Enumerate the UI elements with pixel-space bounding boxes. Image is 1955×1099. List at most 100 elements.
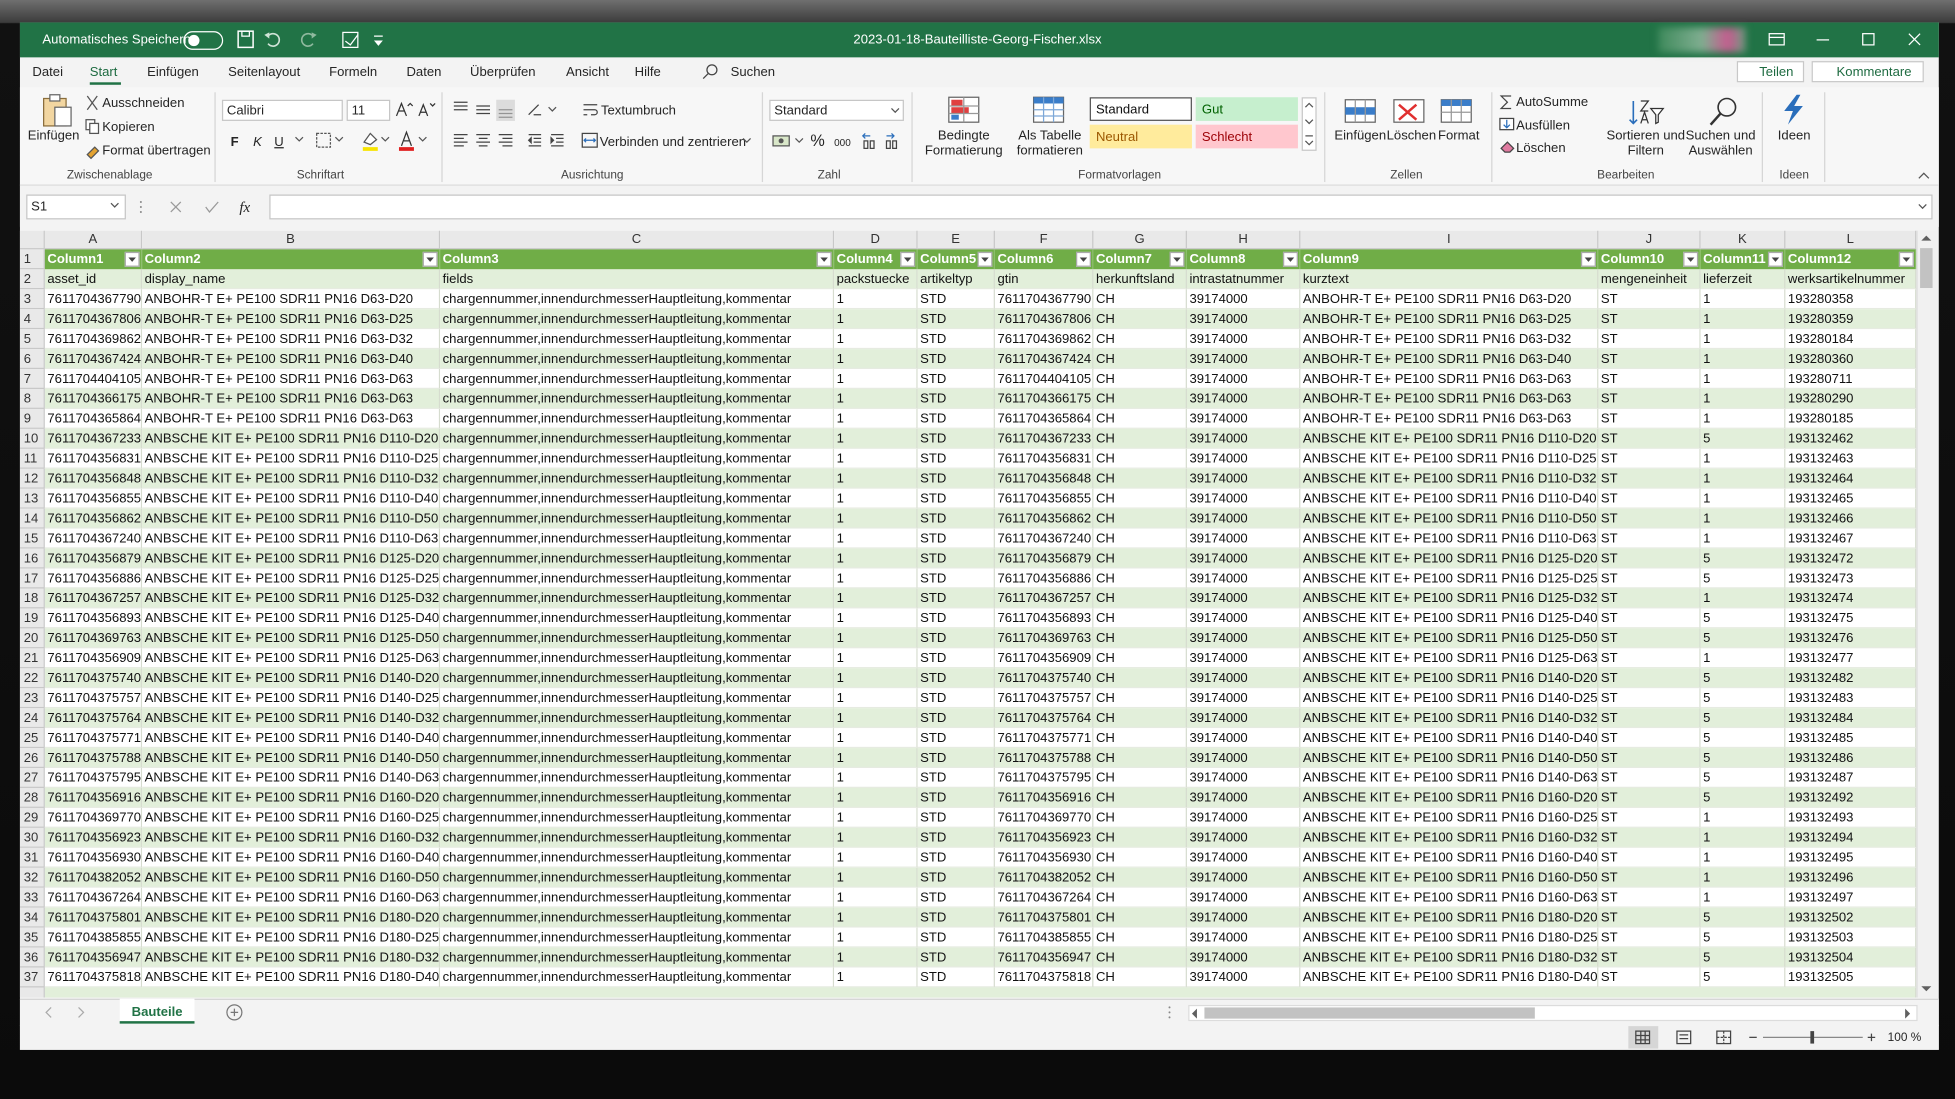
cell[interactable]: 193132496	[1785, 867, 1917, 888]
table-header-cell[interactable]: Column5	[917, 249, 995, 270]
cell[interactable]: 7611704369763	[44, 628, 143, 649]
cell[interactable]: 193132474	[1785, 588, 1917, 609]
cell[interactable]: 1	[1700, 408, 1786, 429]
cell[interactable]: ST	[1598, 867, 1701, 888]
cell[interactable]: ANBSCHE KIT E+ PE100 SDR11 PN16 D180-D20	[142, 907, 441, 928]
row-header[interactable]: 5	[19, 329, 45, 350]
cell[interactable]: 39174000	[1186, 748, 1301, 769]
cell[interactable]: chargennummer,innendurchmesserHauptleitu…	[440, 289, 835, 310]
table-header-cell[interactable]: Column4	[834, 249, 918, 270]
merge-center-button[interactable]: Verbinden und zentrieren	[599, 134, 747, 150]
cell[interactable]: 193132465	[1785, 488, 1917, 509]
cell[interactable]: 39174000	[1186, 787, 1301, 808]
cell[interactable]: ANBOHR-T E+ PE100 SDR11 PN16 D63-D63	[1300, 369, 1599, 390]
scroll-arrows[interactable]	[1921, 234, 1932, 995]
cell[interactable]: 193132502	[1785, 907, 1917, 928]
cell[interactable]: 7611704375757	[44, 688, 143, 709]
cell[interactable]: CH	[1093, 628, 1187, 649]
cell[interactable]: 1	[834, 967, 918, 988]
cell[interactable]: STD	[917, 907, 995, 928]
cell[interactable]: ANBSCHE KIT E+ PE100 SDR11 PN16 D180-D25	[1300, 927, 1599, 948]
cell[interactable]: chargennummer,innendurchmesserHauptleitu…	[440, 528, 835, 549]
cell[interactable]: 7611704367790	[994, 289, 1094, 310]
cell[interactable]: 7611704369763	[994, 628, 1094, 649]
cell[interactable]: 193280184	[1785, 329, 1917, 350]
cell[interactable]: ST	[1598, 728, 1701, 749]
cell[interactable]: 7611704375801	[44, 907, 143, 928]
cell[interactable]: 1	[834, 508, 918, 529]
cell[interactable]: ST	[1598, 548, 1701, 569]
cell[interactable]: ANBOHR-T E+ PE100 SDR11 PN16 D63-D40	[1300, 349, 1599, 370]
style-neutral[interactable]	[1089, 124, 1192, 149]
add-sheet[interactable]	[226, 1004, 243, 1021]
cell[interactable]: chargennummer,innendurchmesserHauptleitu…	[440, 309, 835, 330]
gallery-scroll[interactable]	[1301, 97, 1317, 152]
cell[interactable]: STD	[917, 668, 995, 689]
cell[interactable]: CH	[1093, 907, 1187, 928]
cell[interactable]: 193280360	[1785, 349, 1917, 370]
cell[interactable]: ST	[1598, 508, 1701, 529]
cell[interactable]: 7611704375818	[44, 967, 143, 988]
cell[interactable]: 7611704367264	[994, 887, 1094, 908]
cell[interactable]: ST	[1598, 448, 1701, 469]
cell[interactable]: ANBOHR-T E+ PE100 SDR11 PN16 D63-D63	[142, 408, 441, 429]
cell[interactable]: ST	[1598, 309, 1701, 330]
cell[interactable]: ST	[1598, 887, 1701, 908]
cell[interactable]: ST	[1598, 768, 1701, 788]
cell[interactable]: CH	[1093, 329, 1187, 350]
row-header[interactable]: 20	[19, 628, 45, 649]
cell[interactable]: 7611704356893	[44, 608, 143, 629]
cell[interactable]: chargennummer,innendurchmesserHauptleitu…	[440, 927, 835, 948]
decimal-icons[interactable]	[861, 131, 907, 151]
cell[interactable]: 5	[1700, 907, 1786, 928]
cell[interactable]: 1	[1700, 448, 1786, 469]
cell[interactable]: ANBSCHE KIT E+ PE100 SDR11 PN16 D140-D20	[142, 668, 441, 689]
autosum-button[interactable]: AutoSumme	[1516, 94, 1589, 110]
cell[interactable]: STD	[917, 548, 995, 569]
cell[interactable]: 39174000	[1186, 887, 1301, 908]
cell[interactable]: ANBSCHE KIT E+ PE100 SDR11 PN16 D125-D25	[142, 568, 441, 589]
cell[interactable]: STD	[917, 708, 995, 729]
cell[interactable]: STD	[917, 927, 995, 948]
cell[interactable]: CH	[1093, 728, 1187, 749]
cell[interactable]: ANBOHR-T E+ PE100 SDR11 PN16 D63-D20	[1300, 289, 1599, 310]
cell[interactable]: ANBSCHE KIT E+ PE100 SDR11 PN16 D160-D20	[1300, 787, 1599, 808]
cell[interactable]: 39174000	[1186, 588, 1301, 609]
h-scroll-thumb[interactable]	[1204, 1007, 1535, 1019]
cell[interactable]: ST	[1598, 688, 1701, 709]
table-header-cell[interactable]: Column1	[44, 249, 143, 270]
cell[interactable]: 5	[1700, 967, 1786, 988]
cell[interactable]: ST	[1598, 907, 1701, 928]
menu-tab[interactable]: Ansicht	[566, 64, 609, 80]
clear-button[interactable]: Löschen	[1516, 140, 1566, 156]
cell[interactable]: 193132472	[1785, 548, 1917, 569]
row-header[interactable]: 28	[19, 787, 45, 808]
row-header[interactable]: 16	[19, 548, 45, 569]
cell[interactable]: STD	[917, 349, 995, 370]
cell[interactable]: ANBSCHE KIT E+ PE100 SDR11 PN16 D110-D25	[142, 448, 441, 469]
cell[interactable]: 1	[834, 728, 918, 749]
cells-icons[interactable]	[1344, 96, 1481, 128]
cell[interactable]: chargennummer,innendurchmesserHauptleitu…	[440, 827, 835, 848]
menu-tab[interactable]: Daten	[406, 64, 442, 80]
filter-button[interactable]	[977, 251, 993, 267]
font-grow-shrink[interactable]	[394, 100, 439, 120]
thousands-button[interactable]: 000	[834, 137, 851, 149]
cell[interactable]: 1	[1700, 867, 1786, 888]
row-header[interactable]: 27	[19, 768, 45, 788]
row-header[interactable]: 18	[19, 588, 45, 609]
filter-button[interactable]	[1169, 251, 1185, 267]
cell[interactable]: STD	[917, 488, 995, 509]
cell[interactable]: 5	[1700, 608, 1786, 629]
cell[interactable]: 7611704375764	[44, 708, 143, 729]
cell[interactable]: 193280290	[1785, 389, 1917, 409]
cell[interactable]: 7611704356862	[44, 508, 143, 529]
cell[interactable]: CH	[1093, 847, 1187, 868]
filter-button[interactable]	[422, 251, 438, 267]
cell[interactable]: 39174000	[1186, 907, 1301, 928]
column-header[interactable]: F	[994, 230, 1094, 250]
sort-filter-button[interactable]: Sortieren und Filtern	[1606, 128, 1686, 159]
cell[interactable]: chargennummer,innendurchmesserHauptleitu…	[440, 887, 835, 908]
cell[interactable]: 7611704375788	[44, 748, 143, 769]
cell[interactable]: 39174000	[1186, 728, 1301, 749]
